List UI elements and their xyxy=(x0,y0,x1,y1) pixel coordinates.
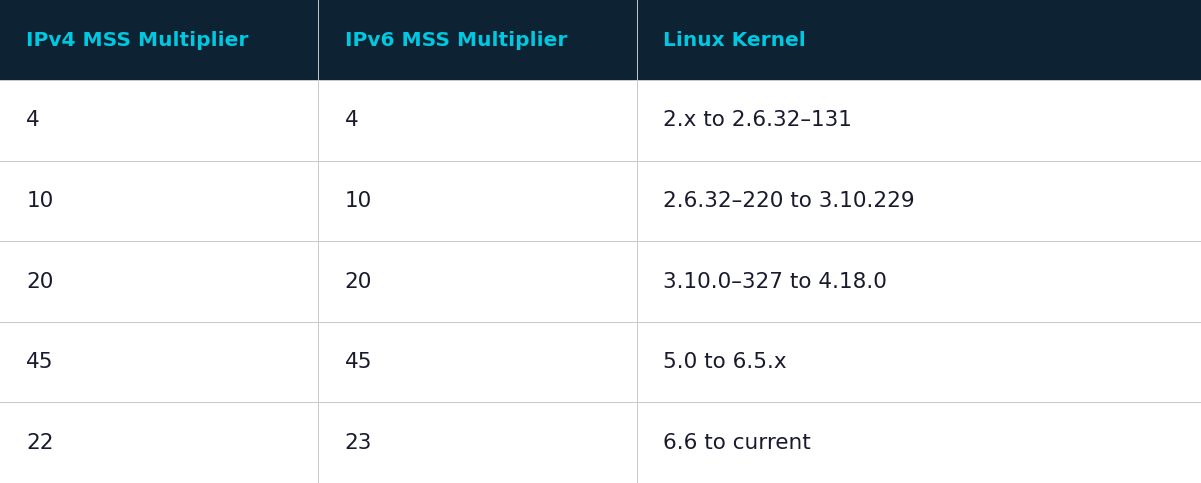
Text: 2.6.32–220 to 3.10.229: 2.6.32–220 to 3.10.229 xyxy=(663,191,915,211)
Text: IPv6 MSS Multiplier: IPv6 MSS Multiplier xyxy=(345,30,567,50)
Text: 6.6 to current: 6.6 to current xyxy=(663,433,811,453)
Bar xyxy=(0,161,1201,242)
Text: 10: 10 xyxy=(26,191,54,211)
Text: 20: 20 xyxy=(26,271,54,292)
Bar xyxy=(0,322,1201,402)
Bar xyxy=(0,80,1201,161)
Bar xyxy=(0,0,1201,80)
Text: 3.10.0–327 to 4.18.0: 3.10.0–327 to 4.18.0 xyxy=(663,271,886,292)
Text: 22: 22 xyxy=(26,433,54,453)
Text: 5.0 to 6.5.x: 5.0 to 6.5.x xyxy=(663,352,787,372)
Text: 4: 4 xyxy=(26,111,40,130)
Text: 20: 20 xyxy=(345,271,372,292)
Text: IPv4 MSS Multiplier: IPv4 MSS Multiplier xyxy=(26,30,249,50)
Bar xyxy=(0,402,1201,483)
Text: 2.x to 2.6.32–131: 2.x to 2.6.32–131 xyxy=(663,111,852,130)
Text: 4: 4 xyxy=(345,111,358,130)
Bar xyxy=(0,242,1201,322)
Text: 23: 23 xyxy=(345,433,372,453)
Text: 45: 45 xyxy=(345,352,372,372)
Text: 10: 10 xyxy=(345,191,372,211)
Text: 45: 45 xyxy=(26,352,54,372)
Text: Linux Kernel: Linux Kernel xyxy=(663,30,806,50)
